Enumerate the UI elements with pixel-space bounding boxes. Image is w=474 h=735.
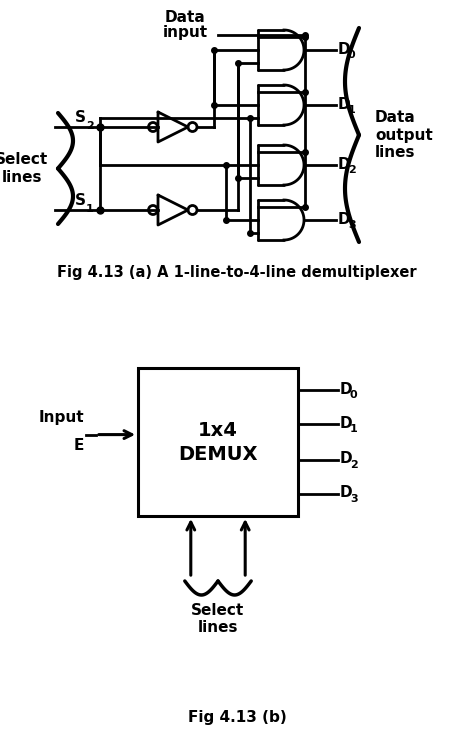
Text: D: D	[338, 212, 351, 226]
Text: 2: 2	[350, 460, 358, 470]
Text: S: S	[75, 193, 86, 208]
Text: 1: 1	[86, 204, 94, 214]
Text: 3: 3	[350, 494, 357, 503]
Text: 2: 2	[348, 165, 356, 175]
Text: S: S	[75, 110, 86, 125]
Text: 0: 0	[350, 390, 357, 400]
Bar	[138, 368, 298, 516]
Text: 0: 0	[348, 50, 356, 60]
Text: D: D	[340, 451, 353, 466]
Text: Fig 4.13 (a) A 1-line-to-4-line demultiplexer: Fig 4.13 (a) A 1-line-to-4-line demultip…	[57, 265, 417, 280]
Text: D: D	[338, 96, 351, 112]
Text: 3: 3	[348, 220, 356, 230]
Text: input: input	[163, 25, 208, 40]
Text: D: D	[338, 157, 351, 171]
Text: Data: Data	[164, 10, 205, 25]
Text: 2: 2	[86, 121, 94, 131]
Text: E: E	[73, 437, 84, 453]
Text: D: D	[340, 485, 353, 501]
Text: 1: 1	[348, 105, 356, 115]
Text: Input: Input	[38, 409, 84, 425]
Text: Data
output
lines: Data output lines	[375, 110, 433, 160]
Text: Fig 4.13 (b): Fig 4.13 (b)	[188, 710, 286, 725]
Text: D: D	[340, 381, 353, 397]
Text: D: D	[338, 41, 351, 57]
Text: Select
lines: Select lines	[191, 603, 245, 635]
Text: 1x4: 1x4	[198, 420, 238, 440]
Text: 1: 1	[350, 424, 358, 434]
Text: DEMUX: DEMUX	[178, 445, 258, 464]
Text: Select
lines: Select lines	[0, 152, 49, 184]
Text: D: D	[340, 416, 353, 431]
